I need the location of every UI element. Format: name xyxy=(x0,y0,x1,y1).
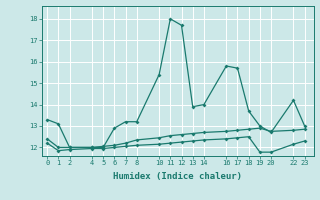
X-axis label: Humidex (Indice chaleur): Humidex (Indice chaleur) xyxy=(113,172,242,181)
